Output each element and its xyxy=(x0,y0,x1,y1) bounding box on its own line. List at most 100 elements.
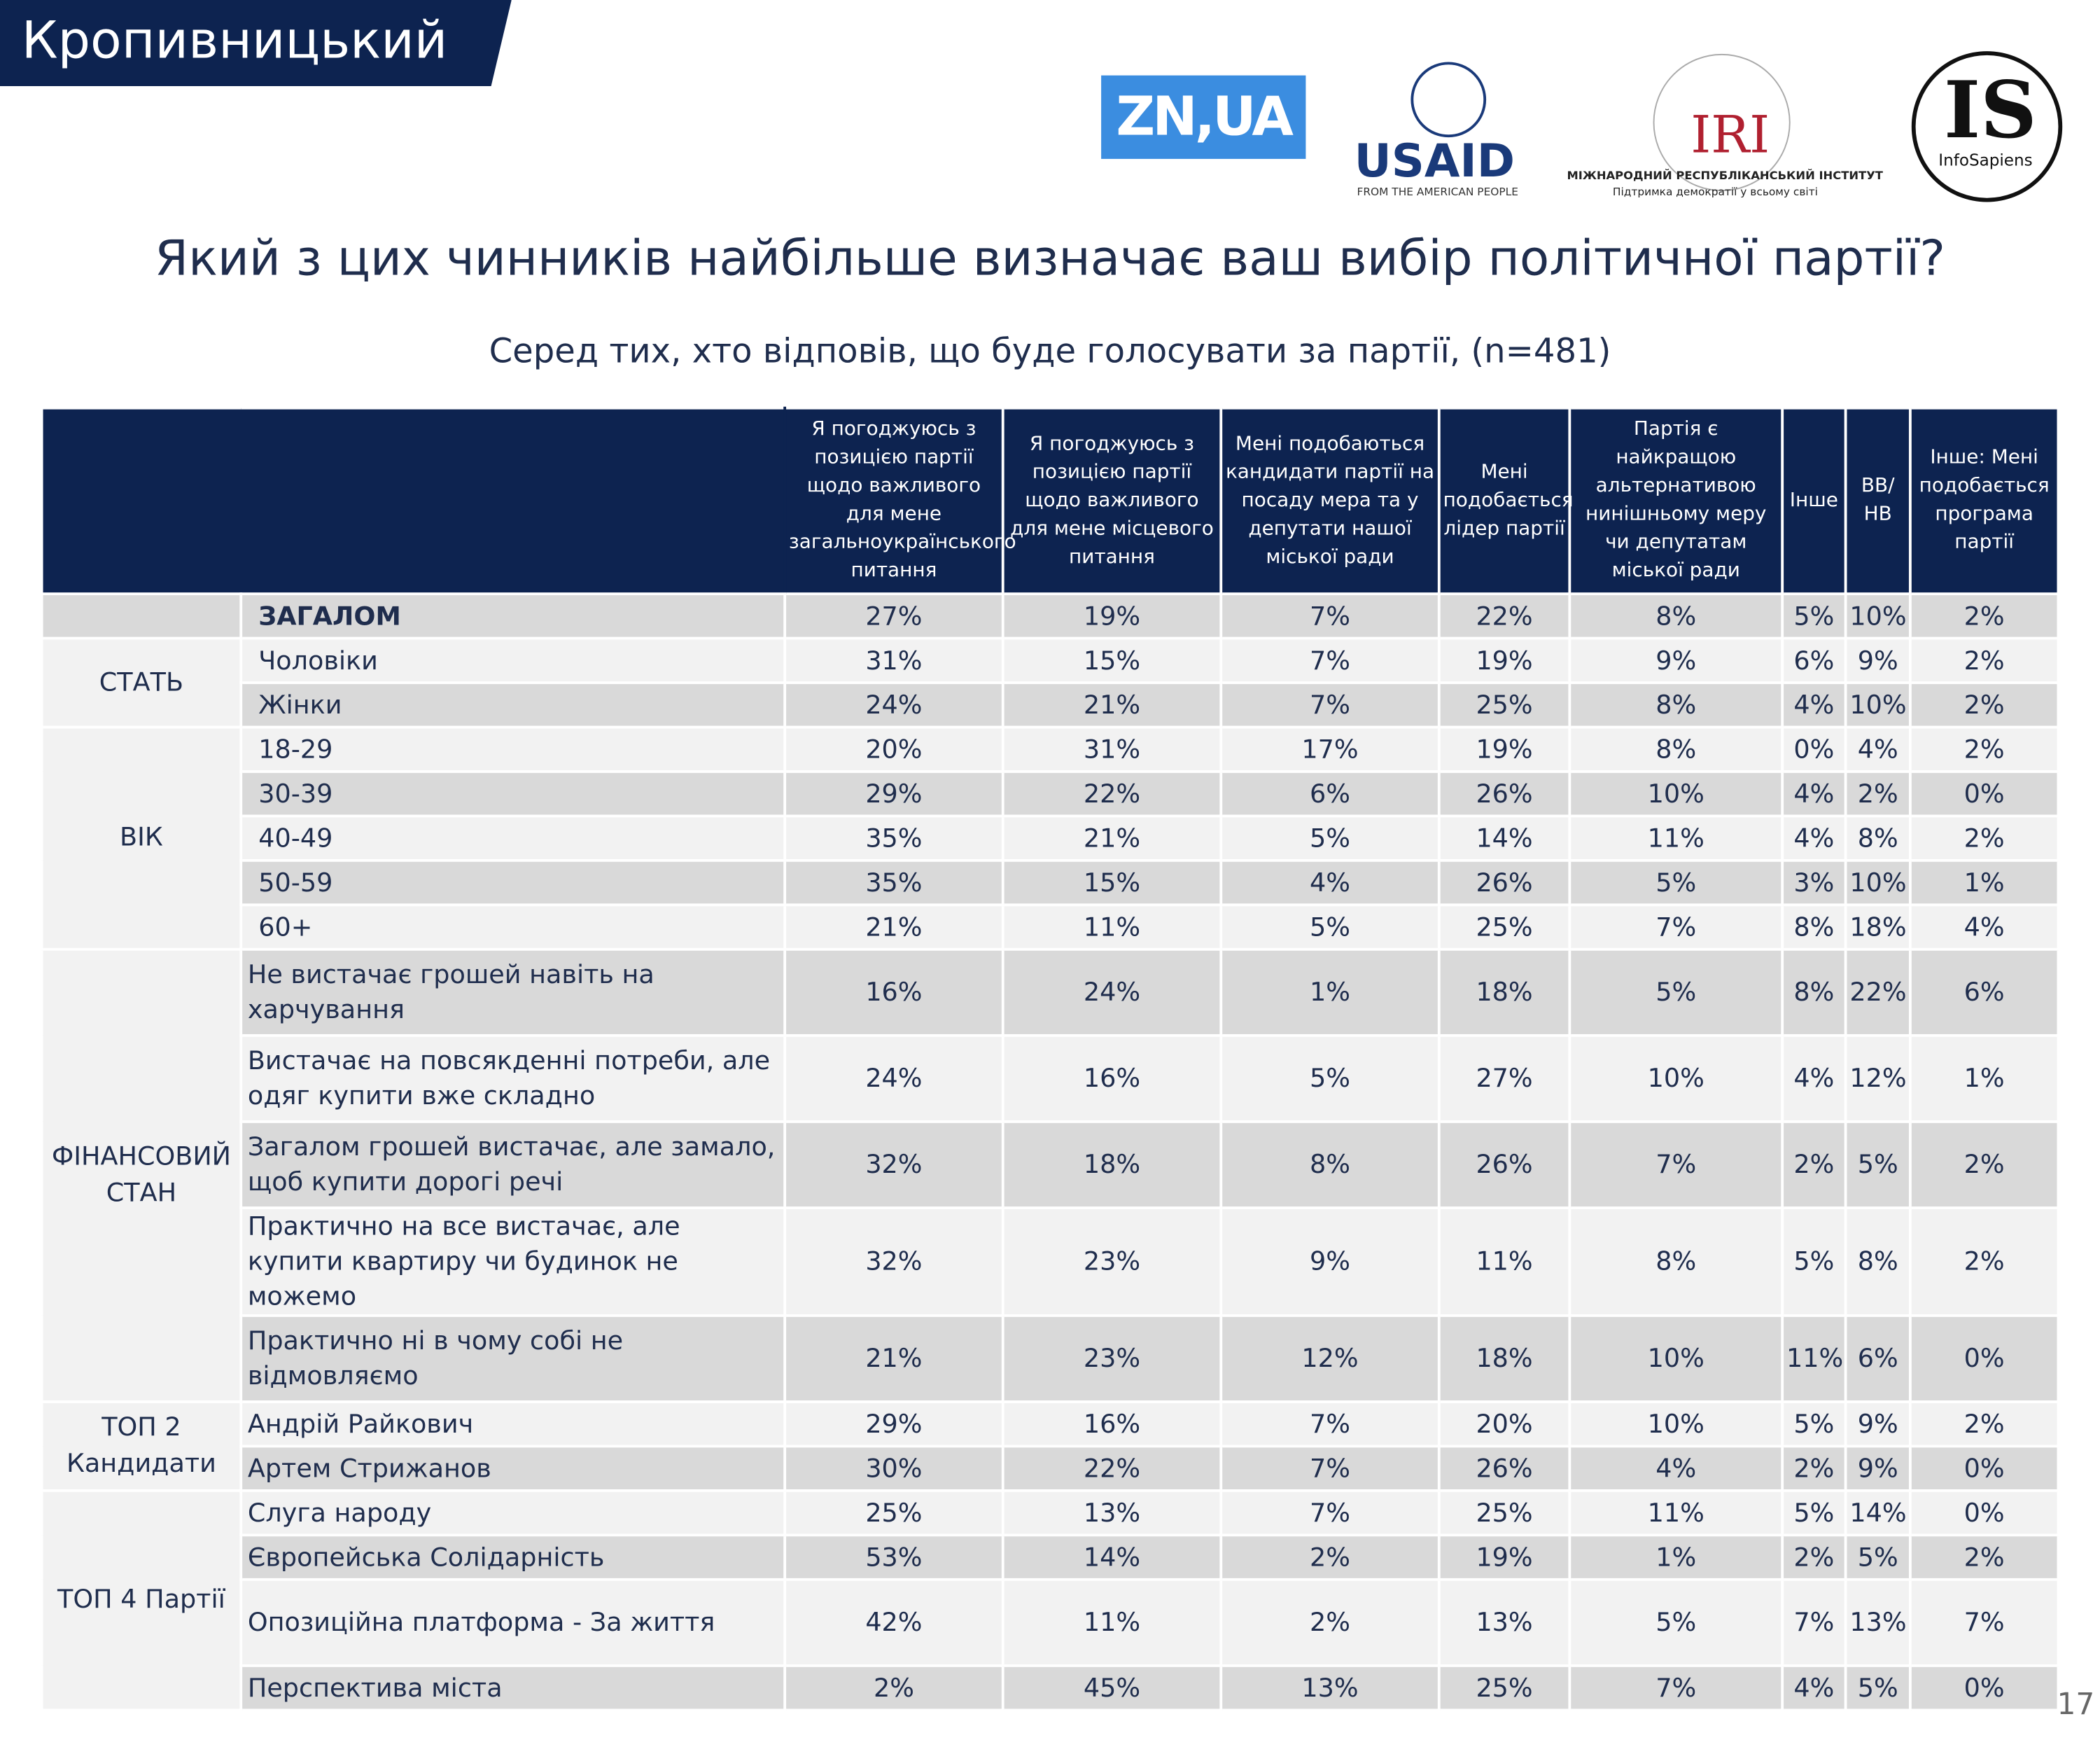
cell-value: 7% xyxy=(1781,1578,1847,1667)
cell-value: 25% xyxy=(1437,1664,1572,1712)
cell-value: 10% xyxy=(1844,858,1912,907)
cell-value: 10% xyxy=(1568,1314,1784,1403)
cell-value: 5% xyxy=(1219,1033,1441,1123)
cell-value: 6% xyxy=(1908,947,2060,1037)
cell-value: 2% xyxy=(1908,636,2060,684)
cell-value: 15% xyxy=(1001,636,1223,684)
cell-value: 2% xyxy=(1908,725,2060,773)
column-header: Мені подобаються кандидати партії на пос… xyxy=(1219,406,1441,596)
row-label: Практично ні в чому собі не відмовляємо xyxy=(239,1314,787,1403)
cell-value: 11% xyxy=(1001,903,1223,951)
cell-value: 8% xyxy=(1568,681,1784,729)
table-row: Європейська Солідарність 53% 14% 2% 19% 1% 2% 5… xyxy=(42,1533,2060,1581)
column-header: Партія є найкращою альтернативою нинішнь… xyxy=(1568,406,1784,596)
cell-value: 21% xyxy=(1001,814,1223,862)
table-row: ФІНАНСОВИЙ СТАН Не вистачає грошей навіть… xyxy=(40,947,2060,1403)
cell-value: 7% xyxy=(1568,1664,1784,1712)
cell-value: 1% xyxy=(1908,1033,2060,1123)
cell-value: 2% xyxy=(1219,1533,1441,1581)
table-row: Практично на все вистачає, але купити кв… xyxy=(42,1206,2060,1317)
cell-value: 7% xyxy=(1568,903,1784,951)
cell-value: 5% xyxy=(1568,858,1784,907)
row-label: Жінки xyxy=(239,681,787,729)
cell-value: 9% xyxy=(1844,1400,1912,1448)
cell-value: 19% xyxy=(1437,725,1572,773)
cell-value: 5% xyxy=(1568,947,1784,1037)
cell-value: 2% xyxy=(1781,1120,1847,1209)
row-label: Вистачає на повсякденні потреби, але одя… xyxy=(239,1033,787,1123)
column-header: Я погоджуюсь з позицією партії щодо важл… xyxy=(1001,406,1223,596)
table-row: Опозиційна платформа - За життя 42% 11% 2% 1… xyxy=(42,1578,2060,1667)
cell-value: 7% xyxy=(1219,1400,1441,1448)
cell-value: 26% xyxy=(1437,770,1572,818)
cell-value: 18% xyxy=(1437,947,1572,1037)
results-table: Я погоджуюсь з позицією партії щодо важл… xyxy=(40,406,2060,1712)
cell-value: 7% xyxy=(1219,1445,1441,1492)
region-title: Кропивницький xyxy=(21,11,448,71)
cell-value: 6% xyxy=(1219,770,1441,818)
cell-value: 12% xyxy=(1844,1033,1912,1123)
cell-value: 12% xyxy=(1219,1314,1441,1403)
table-row: 50-59 35% 15% 4% 26% 5% 3% 10% 1% xyxy=(42,858,2060,907)
cell-value: 29% xyxy=(783,1400,1004,1448)
cell-value: 25% xyxy=(1437,1489,1572,1537)
cell-value: 19% xyxy=(1001,592,1223,640)
cell-value: 2% xyxy=(1908,1206,2060,1317)
header-blank xyxy=(40,406,787,596)
cell-value: 5% xyxy=(1219,814,1441,862)
cell-value: 17% xyxy=(1219,725,1441,773)
cell-value: 9% xyxy=(1844,1445,1912,1492)
cell-value: 4% xyxy=(1219,858,1441,907)
cell-value: 23% xyxy=(1001,1314,1223,1403)
cell-value: 8% xyxy=(1219,1120,1441,1209)
cell-value: 6% xyxy=(1781,636,1847,684)
iri-globe xyxy=(1653,53,1791,192)
cell-value: 8% xyxy=(1844,1206,1912,1317)
column-header: Я погоджуюсь з позицією партії щодо важл… xyxy=(783,406,1016,596)
row-label: Європейська Солідарність xyxy=(239,1533,787,1581)
cell-value: 8% xyxy=(1568,592,1784,640)
row-label: Практично на все вистачає, але купити кв… xyxy=(239,1206,787,1317)
cell-value: 10% xyxy=(1844,681,1912,729)
cell-value: 19% xyxy=(1437,1533,1572,1581)
cell-value: 2% xyxy=(1844,770,1912,818)
row-label: 40-49 xyxy=(239,814,787,862)
cell-value: 0% xyxy=(1908,1445,2060,1492)
group-label: ТОП 4 Партії xyxy=(40,1489,243,1712)
cell-value: 0% xyxy=(1908,770,2060,818)
cell-value: 0% xyxy=(1908,1314,2060,1403)
cell-value: 11% xyxy=(1568,1489,1784,1537)
cell-value: 2% xyxy=(1781,1445,1847,1492)
cell-value: 26% xyxy=(1437,1120,1572,1209)
is-circle xyxy=(1911,51,2063,202)
is-name: InfoSapiens xyxy=(1938,151,2033,170)
cell-value: 8% xyxy=(1844,814,1912,862)
cell-value: 0% xyxy=(1908,1664,2060,1712)
row-label: Андрій Райкович xyxy=(239,1400,787,1448)
table-row: СТАТЬ Чоловіки 31% 15% 7% 19% 9% 6% 9% 2% xyxy=(40,636,2060,729)
table-row: Загалом грошей вистачає, але замало, щоб… xyxy=(42,1120,2060,1209)
cell-value: 21% xyxy=(783,1314,1004,1403)
cell-value: 22% xyxy=(1844,947,1912,1037)
cell-value: 15% xyxy=(1001,858,1223,907)
cell-value: 35% xyxy=(783,814,1004,862)
cell-value: 7% xyxy=(1219,636,1441,684)
cell-value: 2% xyxy=(783,1664,1004,1712)
cell-value: 31% xyxy=(1001,725,1223,773)
cell-value: 13% xyxy=(1219,1664,1441,1712)
cell-value: 27% xyxy=(1437,1033,1572,1123)
cell-value: 4% xyxy=(1568,1445,1784,1492)
group-label: ФІНАНСОВИЙ СТАН xyxy=(40,947,243,1403)
cell-value: 5% xyxy=(1781,1489,1847,1537)
cell-value: 11% xyxy=(1001,1578,1223,1667)
is-logo: IS xyxy=(1943,64,2037,157)
usaid-tagline: FROM THE AMERICAN PEOPLE xyxy=(1357,186,1518,198)
cell-value: 5% xyxy=(1781,1206,1847,1317)
cell-value: 4% xyxy=(1781,1664,1847,1712)
usaid-seal xyxy=(1410,62,1487,138)
cell-value: 2% xyxy=(1219,1578,1441,1667)
cell-value: 20% xyxy=(783,725,1004,773)
cell-value: 4% xyxy=(1781,814,1847,862)
cell-value: 25% xyxy=(1437,903,1572,951)
